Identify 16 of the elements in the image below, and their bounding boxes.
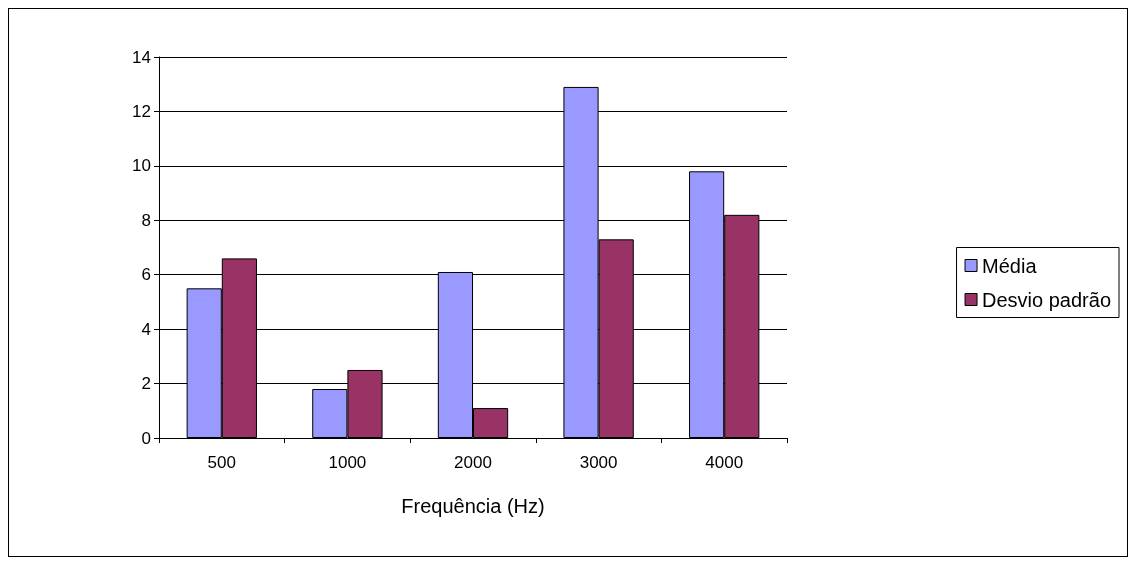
x-tick-label: 1000: [328, 453, 367, 472]
y-tick-label: 6: [141, 265, 151, 285]
y-tick-label: 4: [141, 319, 151, 339]
y-tick-label: 14: [132, 47, 151, 67]
legend-label: Média: [982, 254, 1038, 277]
y-tick-label: 0: [141, 428, 151, 448]
y-tick-label: 12: [132, 101, 151, 121]
y-tick-label: 2: [141, 374, 151, 394]
y-tick-label: 8: [141, 210, 151, 230]
x-tick-label: 3000: [579, 453, 618, 472]
x-tick-label: 500: [207, 453, 236, 472]
y-tick-label: 10: [132, 156, 151, 176]
x-tick-label: 2000: [454, 453, 492, 472]
x-axis-title: Frequência (Hz): [401, 495, 545, 517]
legend-label: Desvio padrão: [982, 288, 1111, 311]
x-tick-label: 4000: [705, 453, 744, 472]
